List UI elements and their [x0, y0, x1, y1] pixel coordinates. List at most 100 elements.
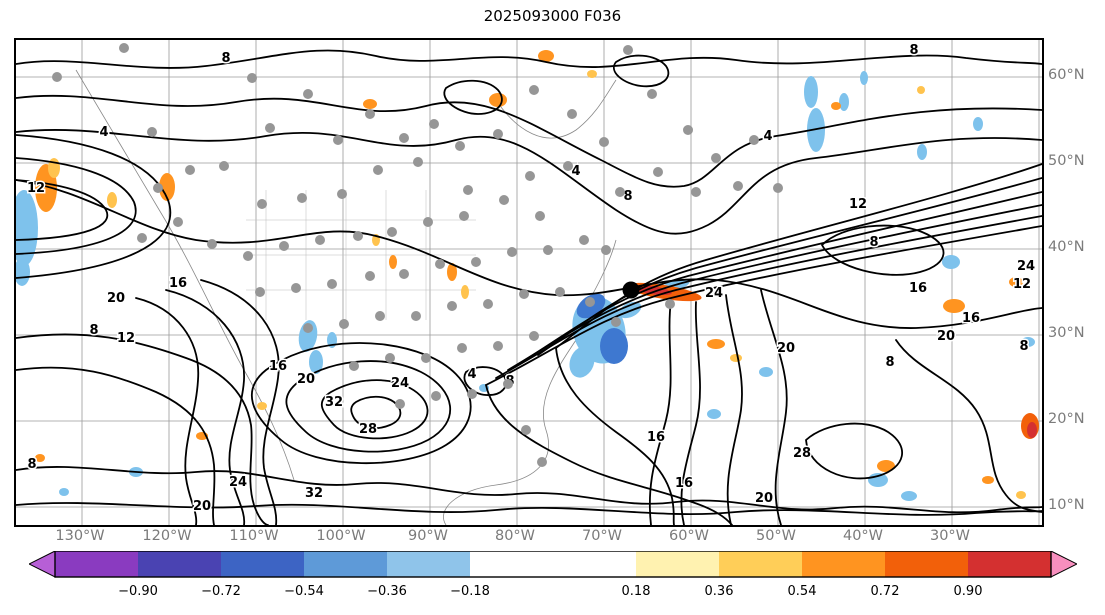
contour-line	[443, 79, 503, 115]
contour-line	[537, 177, 1042, 356]
contour-label: 8	[869, 235, 878, 250]
station-dot	[207, 239, 217, 249]
x-tick-label: 40°W	[842, 528, 884, 544]
contour-line	[485, 384, 733, 525]
contour-line	[285, 360, 452, 453]
contour-line	[613, 54, 670, 88]
contour-label: 8	[89, 323, 98, 338]
x-tick-label: 80°W	[494, 528, 536, 544]
contour-line	[16, 157, 137, 255]
y-tick-label: 30°N	[1048, 325, 1085, 341]
contour-label: 12	[27, 181, 45, 196]
station-dot	[429, 119, 439, 129]
contour-label: 4	[763, 129, 772, 144]
contour-label: 32	[325, 395, 343, 410]
anomaly-patch-gold	[257, 402, 267, 410]
colorbar-segment	[138, 551, 222, 577]
station-dot	[483, 299, 493, 309]
contour-label: 24	[391, 376, 409, 391]
station-dot	[385, 353, 395, 363]
contour-label: 28	[793, 446, 811, 461]
anomaly-patch-orange	[943, 299, 965, 313]
station-dot	[147, 127, 157, 137]
station-dot	[525, 171, 535, 181]
contour-line	[16, 49, 1042, 69]
station-dot	[365, 109, 375, 119]
station-dot	[615, 187, 625, 197]
contour-label: 16	[269, 359, 287, 374]
station-dot	[173, 217, 183, 227]
contour-label: 16	[169, 276, 187, 291]
contour-line	[555, 163, 1042, 349]
x-tick-label: 50°W	[755, 528, 797, 544]
anomaly-patch-lblue	[569, 346, 595, 378]
anomaly-patch-gold	[107, 192, 117, 208]
contour-line	[805, 422, 903, 480]
station-dot	[585, 297, 595, 307]
colorbar-tick-label: −0.90	[118, 584, 158, 599]
colorbar-segment	[719, 551, 803, 577]
contour-line	[16, 179, 109, 241]
x-tick-label: 120°W	[142, 528, 192, 544]
x-tick-label: 90°W	[407, 528, 449, 544]
colorbar-tick-label: −0.72	[201, 584, 241, 599]
colorbar-tick-label: −0.18	[450, 584, 490, 599]
contour-label: 20	[755, 491, 773, 506]
anomaly-patch-lblue	[59, 488, 69, 496]
anomaly-patch-orange	[538, 50, 554, 62]
anomaly-patch-lblue	[917, 144, 927, 160]
colorbar-tick-label: 0.90	[954, 584, 983, 599]
station-dot	[601, 245, 611, 255]
contour-lines	[16, 49, 1042, 525]
contour-line	[321, 379, 429, 440]
contour-line	[135, 297, 200, 525]
contour-line	[16, 466, 1042, 514]
anomaly-patch-orange	[707, 339, 725, 349]
station-dot	[153, 183, 163, 193]
y-tick-label: 60°N	[1048, 67, 1085, 83]
station-dots	[52, 43, 783, 467]
station-dot	[563, 161, 573, 171]
colorbar-segment	[221, 551, 305, 577]
contour-label: 16	[675, 476, 693, 491]
contour-line	[725, 294, 743, 525]
station-dot	[647, 89, 657, 99]
anomaly-patch-gold	[917, 86, 925, 94]
station-dot	[119, 43, 129, 53]
contour-line	[821, 224, 945, 276]
contour-line	[16, 333, 269, 525]
contour-line	[680, 301, 701, 525]
station-dot	[599, 137, 609, 147]
station-dot	[279, 241, 289, 251]
colorbar-segment	[387, 551, 471, 577]
anomaly-patch-lblue	[804, 76, 818, 108]
station-dot	[537, 457, 547, 467]
x-tick-label: 60°W	[668, 528, 710, 544]
colorbar-segment	[968, 551, 1052, 577]
colorbar-outline	[54, 551, 1052, 578]
anomaly-patch-lblue	[309, 350, 323, 374]
station-dot	[535, 211, 545, 221]
anomaly-patch-orange	[877, 460, 895, 472]
contour-labels: 8 8 4 12 4 20 8 12 16 12 8 16 12 8 32 28 24 20 16 4 8 16 16 20 2…	[25, 42, 1036, 516]
station-dot	[413, 157, 423, 167]
station-dot	[471, 257, 481, 267]
contour-line	[495, 215, 1042, 379]
station-dot	[519, 289, 529, 299]
contour-line	[165, 289, 246, 525]
state-borders	[246, 190, 476, 320]
contour-label: 24	[1017, 259, 1035, 274]
colorbar-segment	[885, 551, 969, 577]
contour-line	[16, 94, 1042, 188]
station-dot	[327, 279, 337, 289]
anomaly-patch-lblue	[942, 255, 960, 269]
station-dot	[435, 259, 445, 269]
station-dot	[423, 217, 433, 227]
station-dot	[529, 331, 539, 341]
contour-label: 20	[297, 372, 315, 387]
contour-label: 24	[705, 286, 723, 301]
contour-label: 8	[885, 355, 894, 370]
anomaly-patch-lblue	[973, 117, 983, 131]
station-dot	[265, 123, 275, 133]
